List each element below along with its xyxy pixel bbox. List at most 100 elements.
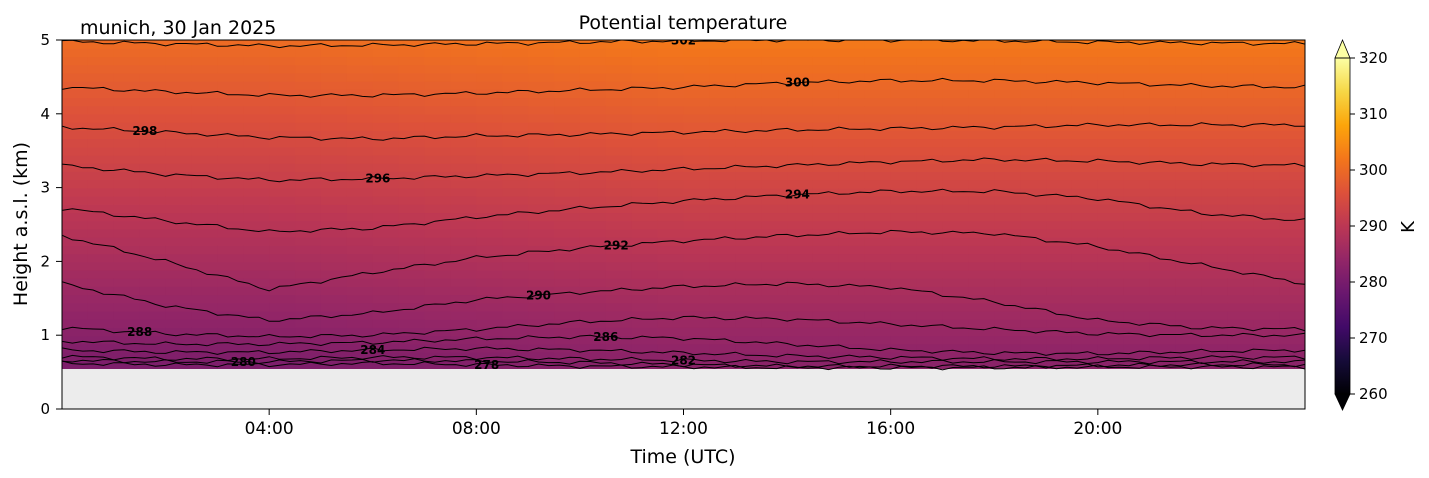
field-cell xyxy=(1123,310,1151,320)
field-cell xyxy=(1020,261,1047,271)
field-cell xyxy=(864,278,892,287)
field-cell xyxy=(994,261,1021,271)
field-cell xyxy=(87,302,115,312)
field-cell xyxy=(838,72,866,82)
field-cell xyxy=(864,146,892,156)
field-cell xyxy=(62,360,89,370)
field-cell xyxy=(1097,360,1125,370)
field-cell xyxy=(787,48,814,58)
field-cell xyxy=(62,335,89,345)
field-cell xyxy=(1175,351,1203,361)
field-cell xyxy=(838,40,866,49)
field-cell xyxy=(191,146,218,156)
field-cell xyxy=(87,286,115,296)
field-cell xyxy=(217,278,244,287)
field-cell xyxy=(864,130,892,140)
field-cell xyxy=(139,261,167,271)
field-cell xyxy=(683,278,710,287)
field-cell xyxy=(890,335,918,345)
field-cell xyxy=(191,40,218,49)
field-cell xyxy=(217,48,244,58)
field-cell xyxy=(139,351,167,361)
field-cell xyxy=(916,195,944,205)
field-cell xyxy=(579,195,607,205)
field-cell xyxy=(890,310,918,320)
field-cell xyxy=(1097,81,1125,90)
field-cell xyxy=(1227,220,1254,230)
field-cell xyxy=(554,40,581,49)
field-cell xyxy=(191,105,218,115)
field-cell xyxy=(864,302,892,312)
temperature-field xyxy=(62,40,1305,370)
field-cell xyxy=(1175,163,1203,172)
field-cell xyxy=(1071,261,1099,271)
field-cell xyxy=(320,179,348,189)
field-cell xyxy=(295,351,322,361)
field-cell xyxy=(87,319,115,328)
field-cell xyxy=(424,319,452,328)
field-cell xyxy=(683,343,710,353)
field-cell xyxy=(191,253,218,263)
field-cell xyxy=(87,64,115,74)
field-cell xyxy=(554,302,581,312)
field-cell xyxy=(864,97,892,107)
field-cell xyxy=(657,89,685,99)
field-cell xyxy=(372,302,400,312)
contour-label-298: 298 xyxy=(132,124,157,138)
field-cell xyxy=(942,163,969,172)
field-cell xyxy=(683,64,710,74)
field-cell xyxy=(528,187,555,197)
field-cell xyxy=(761,253,788,263)
field-cell xyxy=(113,261,141,271)
field-cell xyxy=(528,122,555,131)
field-cell xyxy=(476,122,503,131)
field-cell xyxy=(864,154,892,164)
field-cell xyxy=(1279,360,1305,370)
field-cell xyxy=(787,72,814,82)
field-cell xyxy=(579,253,607,263)
field-cell xyxy=(191,335,218,345)
field-cell xyxy=(709,237,736,246)
field-cell xyxy=(579,56,607,66)
field-cell xyxy=(761,171,788,181)
field-cell xyxy=(320,294,348,304)
field-cell xyxy=(165,179,193,189)
field-cell xyxy=(476,130,503,140)
field-cell xyxy=(554,195,581,205)
field-cell xyxy=(1046,294,1073,304)
field-cell xyxy=(295,72,322,82)
field-cell xyxy=(735,261,762,271)
field-cell xyxy=(1149,343,1177,353)
field-cell xyxy=(787,278,814,287)
field-cell xyxy=(916,310,944,320)
field-cell xyxy=(631,187,659,197)
field-cell xyxy=(165,220,193,230)
field-cell xyxy=(450,286,477,296)
field-cell xyxy=(683,163,710,172)
field-cell xyxy=(631,269,659,279)
field-cell xyxy=(1227,335,1254,345)
field-cell xyxy=(502,89,529,99)
field-cell xyxy=(62,89,89,99)
field-cell xyxy=(605,302,633,312)
field-cell xyxy=(787,56,814,66)
field-cell xyxy=(1175,286,1203,296)
field-cell xyxy=(320,146,348,156)
field-cell xyxy=(1279,310,1305,320)
field-cell xyxy=(761,237,788,246)
field-cell xyxy=(372,56,400,66)
field-cell xyxy=(735,163,762,172)
field-cell xyxy=(476,245,503,255)
field-cell xyxy=(864,56,892,66)
y-tick-label: 2 xyxy=(40,252,50,270)
field-cell xyxy=(165,154,193,164)
field-cell xyxy=(62,105,89,115)
field-cell xyxy=(528,327,555,337)
field-cell xyxy=(87,253,115,263)
field-cell xyxy=(1097,319,1125,328)
field-cell xyxy=(605,237,633,246)
field-cell xyxy=(1046,343,1073,353)
field-cell xyxy=(1253,81,1280,90)
field-cell xyxy=(890,146,918,156)
field-cell xyxy=(424,81,452,90)
